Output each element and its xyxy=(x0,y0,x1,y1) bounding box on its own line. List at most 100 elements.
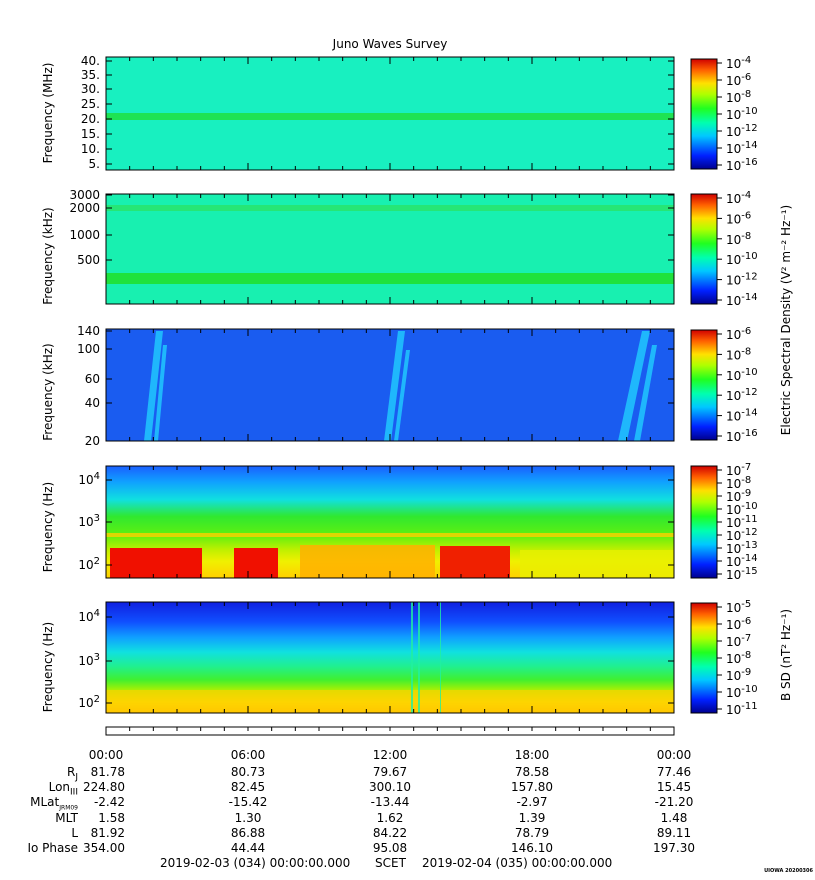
colorbar-tick-label: 10-13 xyxy=(726,540,758,556)
colorbar-tick-label: 10-10 xyxy=(726,367,758,383)
line-500hz xyxy=(106,533,674,537)
colorbar-tick-label: 10-14 xyxy=(726,553,758,569)
footer-start-time: 2019-02-03 (034) 00:00:00.000 xyxy=(160,856,351,870)
emission-block xyxy=(300,545,435,578)
colorbar-tick-label: 10-14 xyxy=(726,408,758,424)
y-tick-label: 60 xyxy=(85,372,100,386)
radio-burst xyxy=(618,331,650,441)
panel-lfr-low xyxy=(105,465,675,579)
radio-burst xyxy=(144,331,163,441)
ephemeris-value: 1.58 xyxy=(98,810,125,825)
chart-title: Juno Waves Survey xyxy=(332,37,448,51)
ephemeris-value: 81.78 xyxy=(90,765,125,779)
radio-burst xyxy=(154,345,167,441)
ephemeris-value: -13.44 xyxy=(370,795,410,810)
y-tick-label: 102 xyxy=(78,694,100,710)
colorbar-tick-label: 10-9 xyxy=(726,667,751,683)
radio-burst xyxy=(384,331,405,441)
ephemeris-value: 1.30 xyxy=(234,810,262,825)
ephemeris-value: 86.88 xyxy=(230,825,266,840)
colorbar-1 xyxy=(690,58,718,170)
ephemeris-row-label: MLatJRM09 xyxy=(30,795,78,812)
ephemeris-value: -21.20 xyxy=(654,795,694,810)
y-tick-label: 30. xyxy=(81,82,100,96)
colorbar-tick-label: 10-8 xyxy=(726,475,751,491)
ephemeris-value: 79.67 xyxy=(372,765,408,779)
ephemeris-value: 15.45 xyxy=(656,780,692,795)
ephemeris-row-label: RJ xyxy=(67,765,78,783)
colorbar-tick-label: 10-8 xyxy=(726,346,751,362)
y-tick-label: 40 xyxy=(85,396,100,410)
y-tick-label: 2000 xyxy=(69,201,100,215)
ephemeris-value: 197.30 xyxy=(653,841,695,855)
y-axis-label: Frequency (kHz) xyxy=(41,207,55,304)
emission-block xyxy=(110,548,202,578)
ephemeris-value: 1.39 xyxy=(518,810,546,825)
colorbar-tick-label: 10-6 xyxy=(726,326,751,342)
ephemeris-value: 146.10 xyxy=(511,841,553,855)
ephemeris-label-subscript: J xyxy=(75,772,78,783)
ephemeris-value: 82.45 xyxy=(230,780,266,795)
colorbar-3-gradient xyxy=(690,329,718,441)
panel-lfr-high xyxy=(105,328,675,442)
colorbar-tick-label: 10-6 xyxy=(726,210,751,226)
time-tick-label: 00:00 xyxy=(88,748,124,762)
low-frequency-emission xyxy=(110,545,674,578)
colorbar-2 xyxy=(690,193,718,305)
footer-end-time: 2019-02-04 (035) 00:00:00.000 xyxy=(422,856,613,870)
y-tick-label: 100 xyxy=(77,342,100,356)
radio-bursts xyxy=(144,331,657,441)
colorbar-tick-label: 10-4 xyxy=(726,55,751,71)
colorbar-tick-label: 10-6 xyxy=(726,72,751,88)
colorbar-tick-label: 10-16 xyxy=(726,157,758,173)
colorbar-tick-label: 10-16 xyxy=(726,428,758,444)
y-tick-label: 102 xyxy=(78,556,100,572)
panel-hfr-high xyxy=(105,56,675,171)
ephemeris-value: 77.46 xyxy=(656,765,692,779)
colorbar-tick-label: 10-10 xyxy=(726,684,758,700)
y-tick-label: 104 xyxy=(78,608,100,624)
colorbar-tick-label: 10-10 xyxy=(726,501,758,517)
ephemeris-value: 1.62 xyxy=(376,810,404,825)
emission-band-21mhz xyxy=(106,113,674,120)
y-tick-label: 20 xyxy=(85,434,100,448)
y-tick-label: 35. xyxy=(81,68,100,82)
colorbar-tick-label: 10-10 xyxy=(726,251,758,267)
y-axis-label: Frequency (kHz) xyxy=(41,343,55,440)
ephemeris-row-label: LonIII xyxy=(48,780,78,798)
ephemeris-label-subscript: JRM09 xyxy=(59,804,78,812)
colorbar-tick-label: 10-12 xyxy=(726,527,758,543)
ephemeris-row-label: MLT xyxy=(55,810,78,825)
spike xyxy=(411,602,413,713)
colorbar-3 xyxy=(690,329,718,441)
time-tick-label: 18:00 xyxy=(514,748,550,762)
colorbar-tick-label: 10-12 xyxy=(726,123,758,139)
y-tick-label: 500 xyxy=(77,253,100,267)
time-tick-label: 00:00 xyxy=(656,748,692,762)
ephemeris-value: -15.42 xyxy=(228,795,268,810)
colorbar-1-gradient xyxy=(690,58,718,170)
ephemeris-value: 157.80 xyxy=(511,780,553,795)
y-tick-label: 5. xyxy=(89,157,100,171)
y-tick-label: 103 xyxy=(78,652,100,668)
emission-band-250khz xyxy=(106,273,674,284)
ephemeris-value: 89.11 xyxy=(656,825,692,840)
colorbar-tick-label: 10-15 xyxy=(726,566,758,582)
colorbar-tick-label: 10-4 xyxy=(726,190,751,206)
time-tick-label: 12:00 xyxy=(372,748,408,762)
ephemeris-value: 95.08 xyxy=(372,841,408,855)
panel-mag xyxy=(105,601,675,714)
y-axis-label: Frequency (Hz) xyxy=(41,482,55,573)
bfield-colorbar-label: B SD (nT² Hz⁻¹) xyxy=(779,609,793,701)
colorbar-tick-label: 10-14 xyxy=(726,140,758,156)
colorbar-5 xyxy=(690,602,718,714)
colorbar-4-gradient xyxy=(690,465,718,579)
ephemeris-value: 81.92 xyxy=(90,825,125,840)
colorbar-tick-label: 10-8 xyxy=(726,89,751,105)
ephemeris-value: 78.58 xyxy=(514,765,550,779)
colorbar-2-gradient xyxy=(690,193,718,305)
panel-hfr-low-plot xyxy=(106,194,674,304)
ephemeris-value: -2.97 xyxy=(516,795,548,810)
spike xyxy=(440,602,441,713)
